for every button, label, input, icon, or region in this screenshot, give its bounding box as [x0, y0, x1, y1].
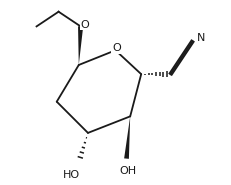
Text: O: O [112, 43, 121, 53]
Polygon shape [124, 116, 130, 159]
Polygon shape [78, 26, 83, 65]
Text: HO: HO [63, 170, 80, 180]
Text: OH: OH [120, 166, 137, 176]
Text: N: N [197, 33, 206, 43]
Text: O: O [81, 20, 90, 30]
